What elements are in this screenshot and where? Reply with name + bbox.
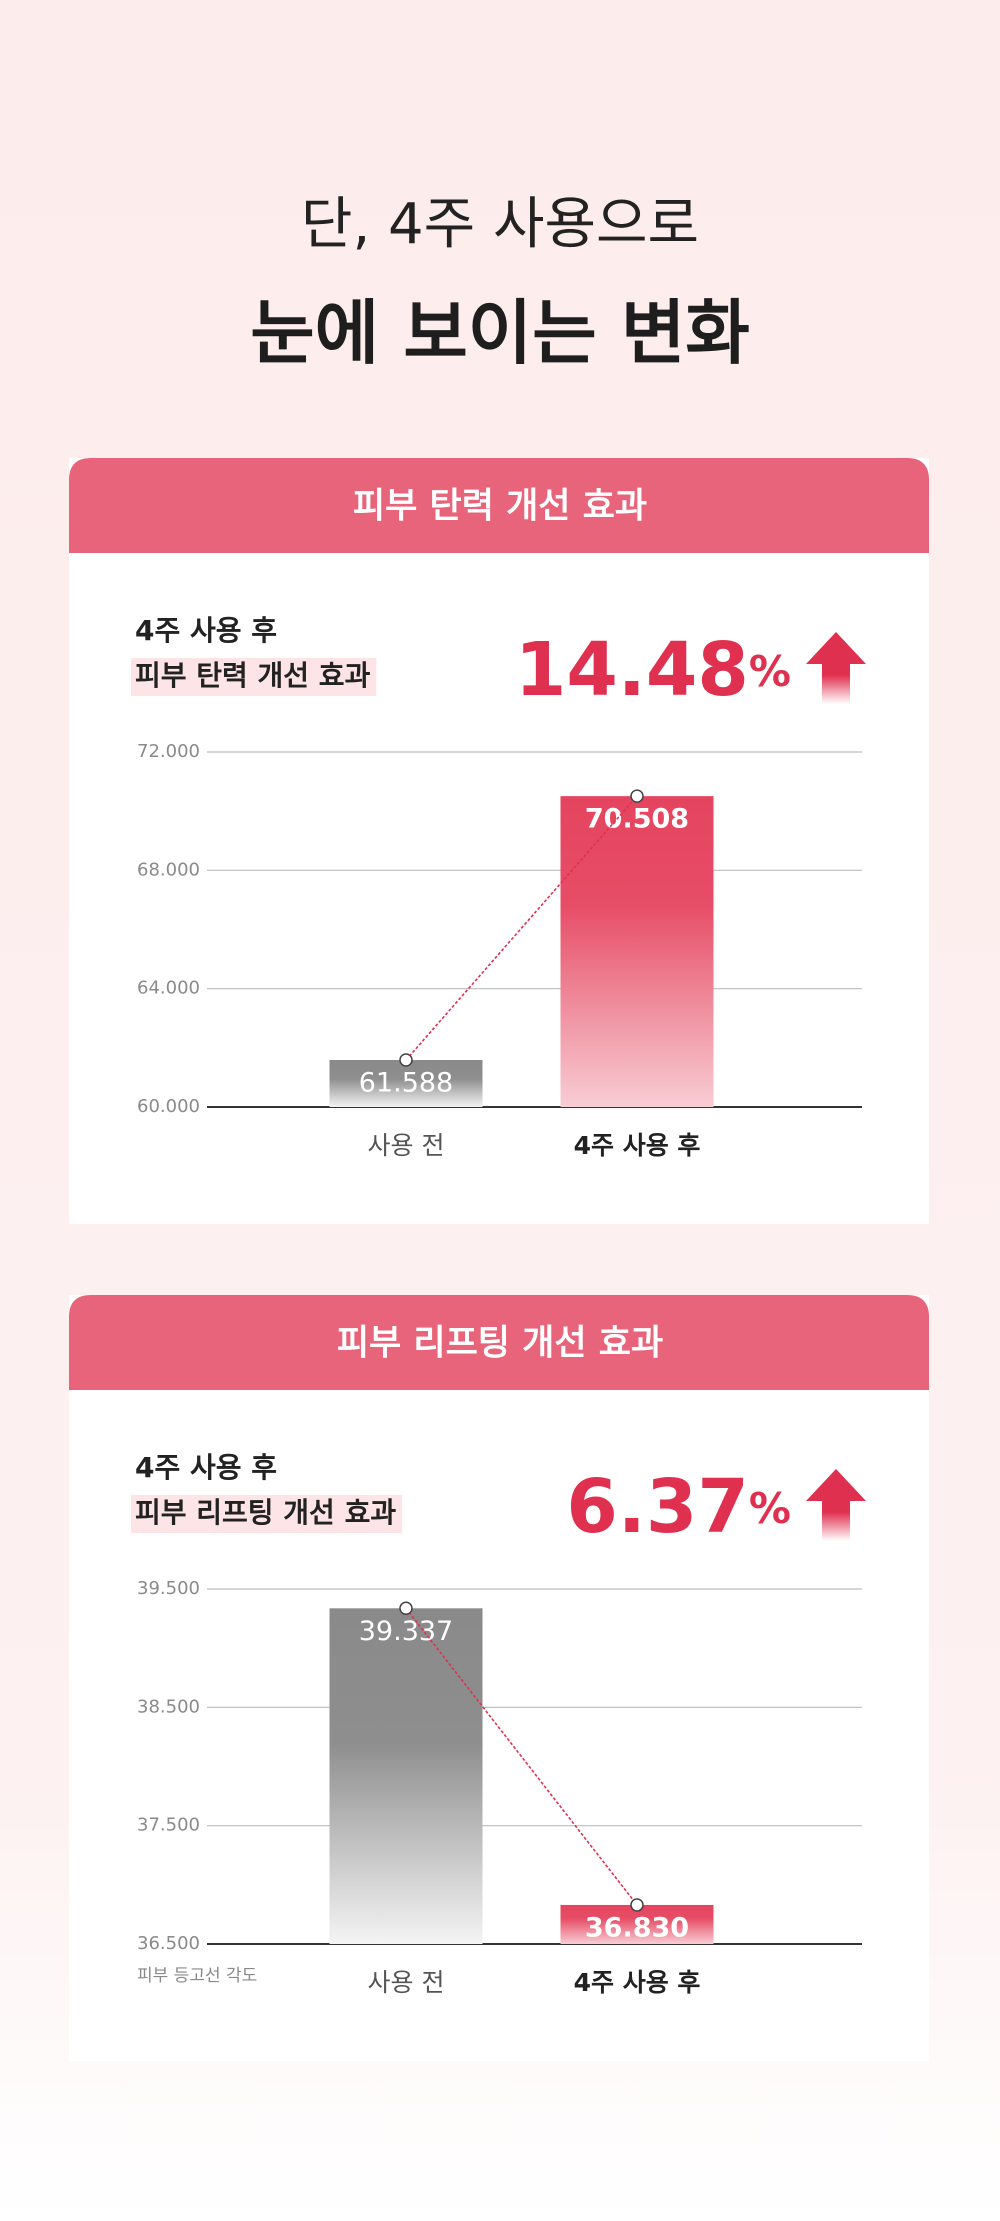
point: [630, 789, 644, 803]
point: [630, 1898, 644, 1912]
y-tick-label: 38.500: [137, 1696, 200, 1717]
subtitle: 4주 사용 후: [135, 1451, 277, 1484]
change-unit: %: [749, 647, 791, 696]
headline: 단, 4주 사용으로: [301, 192, 699, 257]
point: [399, 1601, 413, 1616]
card-header: [69, 458, 929, 553]
y-axis-label: 피부 등고선 각도: [137, 1966, 257, 1986]
trend-line: [405, 795, 638, 1061]
trend-line: [405, 1607, 638, 1906]
subtitle: 4주 사용 후: [135, 614, 277, 647]
y-tick-label: 64.000: [137, 978, 200, 999]
up-arrow: [806, 1469, 866, 1541]
y-tick-label: 72.000: [137, 741, 200, 762]
value-label: 70.508: [585, 804, 689, 835]
bar: [329, 1060, 483, 1107]
subtitle: 피부 탄력 개선 효과: [135, 659, 371, 692]
highlight: [131, 1495, 403, 1533]
x-tick-label: 4주 사용 후: [574, 1968, 701, 1997]
card: [69, 458, 929, 1224]
y-tick-label: 68.000: [137, 859, 200, 880]
value-label: 36.830: [585, 1912, 689, 1943]
x-tick-label: 4주 사용 후: [574, 1131, 701, 1160]
up-arrow: [806, 632, 866, 704]
card: [69, 1295, 929, 2061]
bar: [560, 796, 714, 1107]
y-tick-label: 60.000: [137, 1096, 200, 1117]
x-tick-label: 사용 전: [368, 1968, 445, 1997]
card-title: 피부 리프팅 개선 효과: [337, 1324, 663, 1364]
subtitle: 피부 리프팅 개선 효과: [135, 1496, 396, 1529]
x-tick-label: 사용 전: [368, 1131, 445, 1160]
change-value: 14.48%: [515, 627, 791, 713]
y-tick-label: 37.500: [137, 1815, 200, 1836]
change-number: 6.37: [566, 1464, 749, 1550]
card-title: 피부 탄력 개선 효과: [353, 487, 647, 527]
y-tick-label: 39.500: [137, 1578, 200, 1599]
y-tick-label: 36.500: [137, 1933, 200, 1954]
value-label: 39.337: [359, 1616, 453, 1647]
card-header: [69, 1295, 929, 1390]
value-label: 61.588: [359, 1068, 453, 1099]
highlight: [131, 658, 377, 696]
bar: [329, 1608, 483, 1944]
change-value: 6.37%: [566, 1464, 791, 1550]
point: [399, 1053, 413, 1067]
headline-bold: 눈에 보이는 변화: [250, 292, 750, 374]
change-number: 14.48: [515, 627, 749, 713]
change-unit: %: [749, 1484, 791, 1533]
